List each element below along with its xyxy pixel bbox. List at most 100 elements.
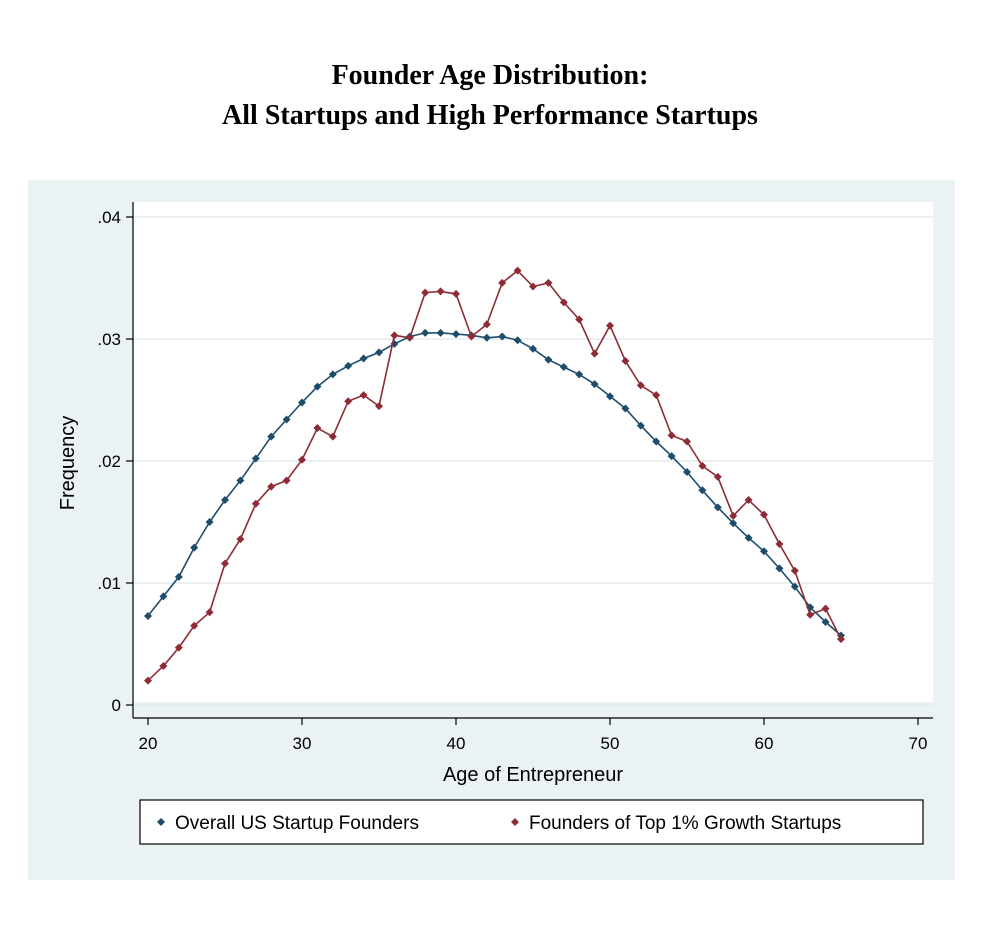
legend-marker — [157, 818, 165, 826]
data-point — [221, 496, 229, 505]
data-point — [667, 431, 676, 440]
data-point — [790, 582, 799, 591]
data-point — [467, 332, 476, 341]
data-point — [452, 330, 460, 339]
data-point — [806, 610, 815, 619]
y-tick-label: 0 — [112, 696, 121, 715]
legend-marker — [511, 818, 519, 826]
data-point — [421, 288, 430, 297]
data-point — [590, 380, 599, 389]
data-point — [683, 467, 691, 476]
data-point — [606, 392, 614, 401]
data-point — [698, 486, 707, 495]
data-point — [590, 349, 599, 358]
data-point — [452, 289, 460, 298]
data-point — [313, 382, 322, 391]
data-point — [328, 432, 337, 441]
data-point — [421, 328, 430, 337]
data-point — [698, 461, 707, 470]
x-tick-label: 30 — [293, 734, 312, 753]
series-group — [144, 266, 845, 685]
x-tick-label: 40 — [447, 734, 466, 753]
data-point — [298, 455, 306, 464]
data-point — [713, 472, 722, 481]
data-point — [390, 331, 399, 340]
data-point — [790, 566, 799, 575]
data-point — [529, 344, 537, 353]
series-line — [147, 269, 842, 682]
data-point — [482, 320, 491, 329]
data-point — [344, 397, 353, 406]
data-point — [436, 328, 445, 337]
data-point — [652, 437, 661, 446]
data-point — [744, 496, 753, 505]
data-point — [621, 356, 630, 365]
data-point — [575, 370, 584, 379]
data-point — [190, 543, 199, 552]
data-point — [190, 621, 199, 630]
data-point — [559, 298, 568, 307]
series-group — [144, 328, 845, 640]
data-point — [236, 535, 245, 544]
data-point — [359, 354, 368, 363]
x-tick-label: 50 — [601, 734, 620, 753]
data-point — [298, 398, 306, 407]
chart-title-line-1: Founder Age Distribution: — [331, 60, 649, 91]
data-point — [405, 333, 414, 342]
axes: 0 .01 .02 .03 .04 20 30 40 50 60 70 — [97, 202, 933, 753]
legend-label: Overall US Startup Founders — [175, 813, 419, 834]
data-point — [636, 381, 645, 390]
series-line — [147, 332, 842, 637]
data-point — [636, 421, 645, 430]
chart-title-line-2: All Startups and High Performance Startu… — [222, 100, 758, 131]
data-point — [575, 315, 584, 324]
data-point — [221, 559, 229, 568]
data-point — [775, 539, 784, 548]
data-point — [652, 391, 661, 400]
data-point — [744, 533, 753, 542]
series-layer — [144, 266, 845, 685]
legend: Overall US Startup Founders Founders of T… — [139, 799, 924, 845]
x-tick-label: 60 — [755, 734, 774, 753]
data-point — [267, 432, 276, 441]
data-point — [713, 503, 722, 512]
data-point — [251, 499, 260, 508]
legend-box — [139, 799, 924, 845]
y-tick-label: .02 — [97, 452, 121, 471]
data-point — [498, 278, 507, 287]
line-chart: 0 .01 .02 .03 .04 20 30 40 50 60 70 Age of Entrepr… — [57, 202, 933, 845]
data-point — [729, 519, 738, 528]
data-point — [328, 370, 337, 379]
data-point — [251, 454, 260, 463]
data-point — [144, 676, 152, 685]
data-point — [513, 336, 522, 345]
y-axis-title: Frequency — [57, 416, 79, 511]
data-point — [837, 635, 845, 644]
data-point — [144, 611, 152, 620]
data-point — [236, 476, 245, 485]
data-point — [775, 564, 784, 573]
x-tick-label: 20 — [139, 734, 158, 753]
data-point — [729, 511, 738, 520]
data-point — [344, 361, 353, 370]
y-tick-label: .03 — [97, 330, 121, 349]
data-point — [159, 661, 168, 670]
data-point — [313, 424, 322, 433]
data-point — [205, 518, 214, 526]
data-point — [544, 355, 553, 364]
data-point — [621, 404, 630, 413]
data-point — [205, 608, 214, 617]
data-point — [375, 348, 383, 357]
data-point — [375, 402, 383, 411]
y-tick-label: .04 — [97, 208, 121, 227]
legend-label: Founders of Top 1% Growth Startups — [529, 813, 841, 834]
data-point — [282, 415, 291, 424]
plot-area — [133, 202, 933, 702]
data-point — [174, 643, 183, 652]
data-point — [174, 572, 183, 581]
data-point — [821, 618, 830, 627]
data-point — [606, 321, 614, 330]
data-point — [821, 604, 830, 613]
x-axis-title: Age of Entrepreneur — [443, 764, 623, 786]
data-point — [559, 363, 568, 372]
